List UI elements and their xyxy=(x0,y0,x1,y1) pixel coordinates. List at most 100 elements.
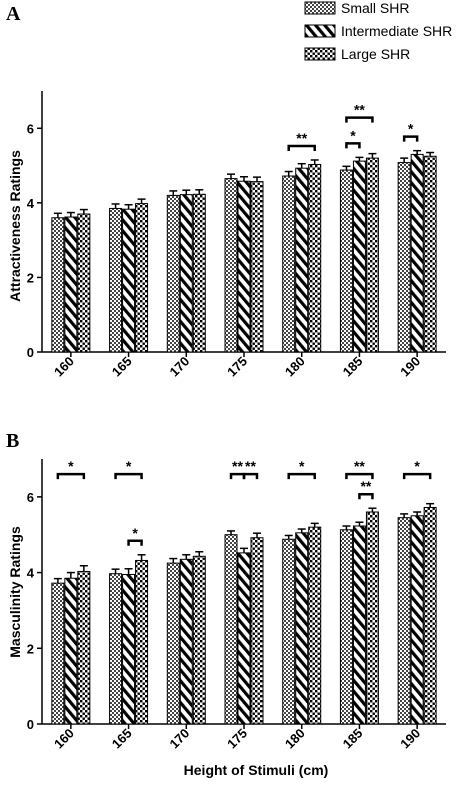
panel-a-bar xyxy=(122,208,136,353)
panel-b-bar xyxy=(365,511,379,725)
panel-b-y-tick-label: 6 xyxy=(27,490,34,505)
panel-a-x-tick-label: 185 xyxy=(340,354,366,380)
panel-a-bar xyxy=(410,153,424,353)
panel-b-sig-label: ** xyxy=(354,458,365,474)
panel-b-bar xyxy=(122,573,136,725)
panel-b-sig-bracket xyxy=(287,472,316,480)
panel-a-bar xyxy=(179,194,193,353)
panel-a-sig-bracket xyxy=(345,142,361,149)
masculinity-chart: Masculinity Ratings 0 2 4 6 160 165 170 175 180 1… xyxy=(7,458,446,751)
panel-b-sig-label: * xyxy=(414,458,420,474)
panel-b-sig-bracket xyxy=(114,472,143,480)
panel-b-y-tick-label: 4 xyxy=(27,566,35,581)
panel-a-bar xyxy=(51,217,65,353)
panel-b-sig-bracket xyxy=(229,472,246,480)
panel-b-x-tick-label: 175 xyxy=(224,726,250,752)
panel-b-bar xyxy=(166,562,180,725)
panel-b-bar xyxy=(237,552,251,725)
panel-b-sig-label: ** xyxy=(245,458,256,474)
panel-b-x-tick-label: 165 xyxy=(109,726,135,752)
panel-b-sig-label: * xyxy=(132,525,138,541)
panel-a-bar xyxy=(397,162,411,353)
panel-a-x-tick-label: 180 xyxy=(282,354,308,380)
panel-b-x-tick-label: 170 xyxy=(166,726,192,752)
panel-a-sig-bracket xyxy=(402,135,419,142)
panel-b-sig-bracket xyxy=(56,472,86,480)
panel-a-sig-label: * xyxy=(408,121,414,137)
x-axis-title: Height of Stimuli (cm) xyxy=(184,762,329,778)
panel-b-bar xyxy=(295,532,309,725)
legend: Small SHR Intermediate SHR Large SHR xyxy=(304,0,452,62)
legend-swatch-large xyxy=(304,47,336,61)
panel-b-x-tick-label: 185 xyxy=(340,726,366,752)
panel-a-bar xyxy=(135,203,149,353)
panel-b-sig-label: * xyxy=(299,458,305,474)
panel-a-x-tick-label: 175 xyxy=(224,354,250,380)
panel-a-bar xyxy=(109,207,123,353)
panel-b-x-tick-label: 160 xyxy=(51,726,77,752)
panel-b-ylabel: Masculinity Ratings xyxy=(7,526,23,658)
panel-b-sig-label: * xyxy=(68,458,74,474)
panel-b-x-tick-label: 190 xyxy=(397,726,423,752)
panel-b-bar xyxy=(135,559,149,725)
panel-b-sig-bracket xyxy=(242,472,259,480)
panel-b-bar xyxy=(339,529,353,725)
panel-b-bar xyxy=(410,515,424,725)
panel-a-sig-bracket xyxy=(287,144,316,151)
panel-b-sig-bracket xyxy=(127,539,143,546)
panel-b-sig-bracket xyxy=(402,472,432,480)
panel-a-sig-label: ** xyxy=(354,102,365,118)
panel-b-bar xyxy=(51,582,65,725)
panel-b-sig-label: ** xyxy=(360,478,371,494)
panel-a-sig-bracket xyxy=(345,116,374,123)
panel-a-x-tick-label: 170 xyxy=(166,354,192,380)
panel-a-sig-label: ** xyxy=(296,130,307,146)
panel-a-x-tick-label: 160 xyxy=(51,354,77,380)
panel-a-bar xyxy=(308,163,322,353)
legend-label-small: Small SHR xyxy=(341,0,409,16)
panel-a-sig-label: * xyxy=(350,127,356,143)
panel-b-bar xyxy=(352,525,366,725)
panel-b-y-tick-label: 2 xyxy=(27,641,34,656)
panel-a-y-tick-label: 6 xyxy=(27,121,34,136)
legend-label-intermediate: Intermediate SHR xyxy=(341,23,452,39)
panel-a-bar xyxy=(77,213,91,353)
panel-b-bar xyxy=(109,573,123,725)
panel-b-y-tick-label: 0 xyxy=(27,717,34,732)
panel-b-bar xyxy=(64,577,78,725)
panel-a-bar xyxy=(339,169,353,353)
panel-b-bar xyxy=(179,558,193,725)
panel-a-x-tick-label: 190 xyxy=(397,354,423,380)
panel-b-bar xyxy=(423,506,437,725)
panel-a-bar xyxy=(423,155,437,353)
panel-a-bar xyxy=(250,181,264,353)
panel-a-bar xyxy=(166,194,180,353)
panel-a-ylabel: Attractiveness Ratings xyxy=(7,150,23,302)
legend-swatch-intermediate xyxy=(304,24,336,38)
panel-a-y-tick-label: 0 xyxy=(27,345,34,360)
panel-b-sig-bracket xyxy=(345,472,374,480)
panel-b-bar xyxy=(192,555,206,725)
panel-b-bar xyxy=(77,570,91,725)
panel-a-bar xyxy=(224,178,238,353)
panel-b-letter: B xyxy=(6,430,19,452)
panel-a-bar xyxy=(295,167,309,353)
panel-b-sig-label: ** xyxy=(232,458,243,474)
panel-a-bar xyxy=(237,180,251,353)
panel-b-bar xyxy=(250,537,264,725)
panel-a-x-tick-label: 165 xyxy=(109,354,135,380)
panel-a-bar xyxy=(64,216,78,353)
panel-a-bar xyxy=(282,175,296,353)
legend-swatch-small xyxy=(304,1,336,15)
panel-b-bar xyxy=(282,538,296,725)
panel-b-sig-label: * xyxy=(126,458,132,474)
attractiveness-chart: Attractiveness Ratings 0 2 4 6 160 165 170 175 1… xyxy=(7,91,446,379)
panel-b-x-tick-label: 180 xyxy=(282,726,308,752)
panel-b-bar xyxy=(397,517,411,725)
panel-a-bar xyxy=(365,157,379,353)
panel-a-y-tick-label: 2 xyxy=(27,270,34,285)
panel-a-letter: A xyxy=(6,3,21,25)
panel-b-sig-bracket xyxy=(358,492,374,500)
panel-a-bar xyxy=(192,193,206,353)
